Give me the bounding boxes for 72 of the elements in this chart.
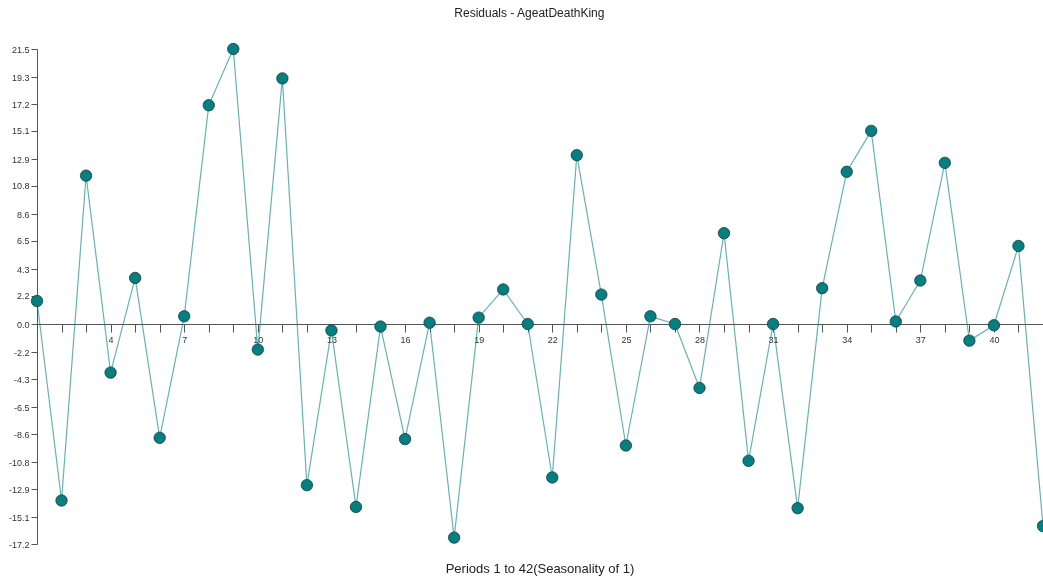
x-tick-label: 16 [400,334,411,345]
point [497,283,510,296]
point [816,282,829,295]
point [398,433,412,446]
y-tick-label: -2.2 [13,347,30,358]
point [1012,239,1025,253]
y-tick-label: 10.8 [11,181,30,192]
point [521,317,534,331]
y-tick-label: 6.5 [16,236,30,247]
point [153,431,166,444]
point [767,317,780,331]
point [30,294,44,308]
point [325,324,338,337]
x-tick-label: 4 [108,334,114,345]
y-tick-label: 21.5 [11,44,30,55]
y-tick-label: -6.5 [13,402,30,413]
point [619,439,632,452]
chart-title: Residuals - AgeatDeathKing [454,5,605,20]
point [938,156,951,169]
point [423,316,436,329]
y-tick-label: 17.2 [11,99,30,110]
y-tick-label: -17.2 [8,539,30,550]
x-tick-label: 7 [182,334,188,345]
point [644,310,657,323]
y-tick-label: 19.3 [11,72,30,83]
x-tick-label: 40 [989,334,1000,345]
y-tick-label: 0.0 [16,319,30,330]
point [595,288,608,301]
point [570,149,583,162]
point [79,169,93,182]
x-axis-title: Periods 1 to 42(Seasonality of 1) [445,561,635,576]
point [791,502,804,515]
point [717,227,731,240]
point [472,311,485,324]
x-tick-label: 28 [694,334,705,345]
point [742,454,755,467]
point [55,494,68,507]
y-tick-label: -4.3 [13,374,30,385]
point [129,271,142,285]
point [914,274,927,287]
point [349,500,363,513]
y-tick-label: -8.6 [13,429,30,440]
point [227,42,240,56]
point [987,319,1001,332]
point [865,124,878,137]
y-tick-label: 12.9 [11,154,30,165]
point [276,72,289,85]
point [889,315,902,328]
point [202,99,215,112]
point [693,381,706,395]
y-tick-label: 2.2 [16,291,30,302]
point [963,334,976,347]
point [300,479,313,492]
x-tick-label: 25 [621,334,632,345]
point [374,320,387,333]
y-tick-label: 8.6 [16,209,30,220]
x-tick-label: 37 [915,334,926,345]
point [668,317,682,331]
point [104,366,117,379]
point [546,471,559,484]
x-tick-label: 19 [474,334,485,345]
point [251,343,264,356]
y-tick-label: -10.8 [8,457,30,468]
y-tick-label: 4.3 [16,264,30,275]
y-tick-label: 15.1 [11,126,30,137]
point [448,531,461,544]
x-tick-label: 22 [547,334,558,345]
point [178,310,191,323]
point [840,165,853,178]
y-tick-label: -12.9 [8,484,30,495]
y-tick-label: -15.1 [8,512,30,523]
x-tick-label: 34 [842,334,853,345]
